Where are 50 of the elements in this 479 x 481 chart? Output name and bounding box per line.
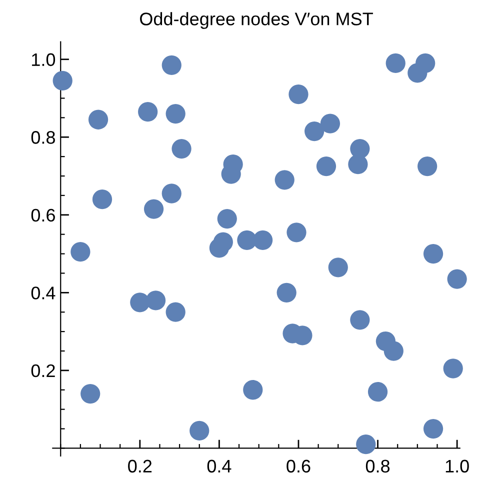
point — [162, 55, 182, 75]
point — [288, 84, 308, 104]
point — [304, 121, 324, 142]
point — [384, 341, 404, 361]
point — [144, 199, 164, 219]
point — [447, 269, 467, 289]
y-tick-label: 0.6 — [31, 208, 55, 222]
point — [350, 310, 370, 330]
point — [423, 418, 444, 439]
point — [80, 384, 100, 404]
point — [418, 156, 438, 176]
x-tick-label: 0.8 — [366, 460, 390, 473]
point — [166, 302, 186, 322]
point — [274, 170, 294, 190]
point — [209, 238, 230, 258]
point — [146, 290, 166, 310]
point — [252, 230, 273, 250]
y-tick-label: 0.4 — [31, 286, 56, 300]
point — [70, 242, 90, 262]
y-tick-label: 0.2 — [31, 364, 55, 378]
point — [356, 434, 376, 454]
y-tick-label: 1.0 — [32, 53, 56, 66]
chart-title: Odd-degree nodes V′on MST — [140, 12, 373, 29]
point — [328, 258, 348, 278]
x-tick-label: 1.0 — [446, 460, 469, 473]
x-tick-label: 0.2 — [128, 460, 152, 473]
point — [88, 110, 108, 130]
point — [52, 70, 72, 91]
point — [190, 420, 210, 441]
x-tick-label: 0.6 — [286, 460, 310, 473]
point — [276, 282, 296, 302]
point — [443, 358, 463, 378]
point — [243, 380, 263, 400]
y-tick-label: 0.8 — [31, 131, 55, 144]
point — [408, 63, 428, 83]
point — [172, 138, 192, 159]
point — [166, 104, 186, 124]
point — [368, 382, 388, 402]
point — [386, 53, 406, 74]
point — [130, 292, 150, 312]
point — [316, 156, 336, 176]
point — [162, 184, 182, 204]
point — [138, 102, 158, 122]
point — [217, 208, 237, 229]
point — [286, 222, 306, 242]
point — [320, 114, 340, 134]
point — [92, 190, 112, 210]
point — [348, 154, 368, 174]
x-tick-label: 0.4 — [207, 460, 232, 473]
point — [423, 244, 444, 264]
